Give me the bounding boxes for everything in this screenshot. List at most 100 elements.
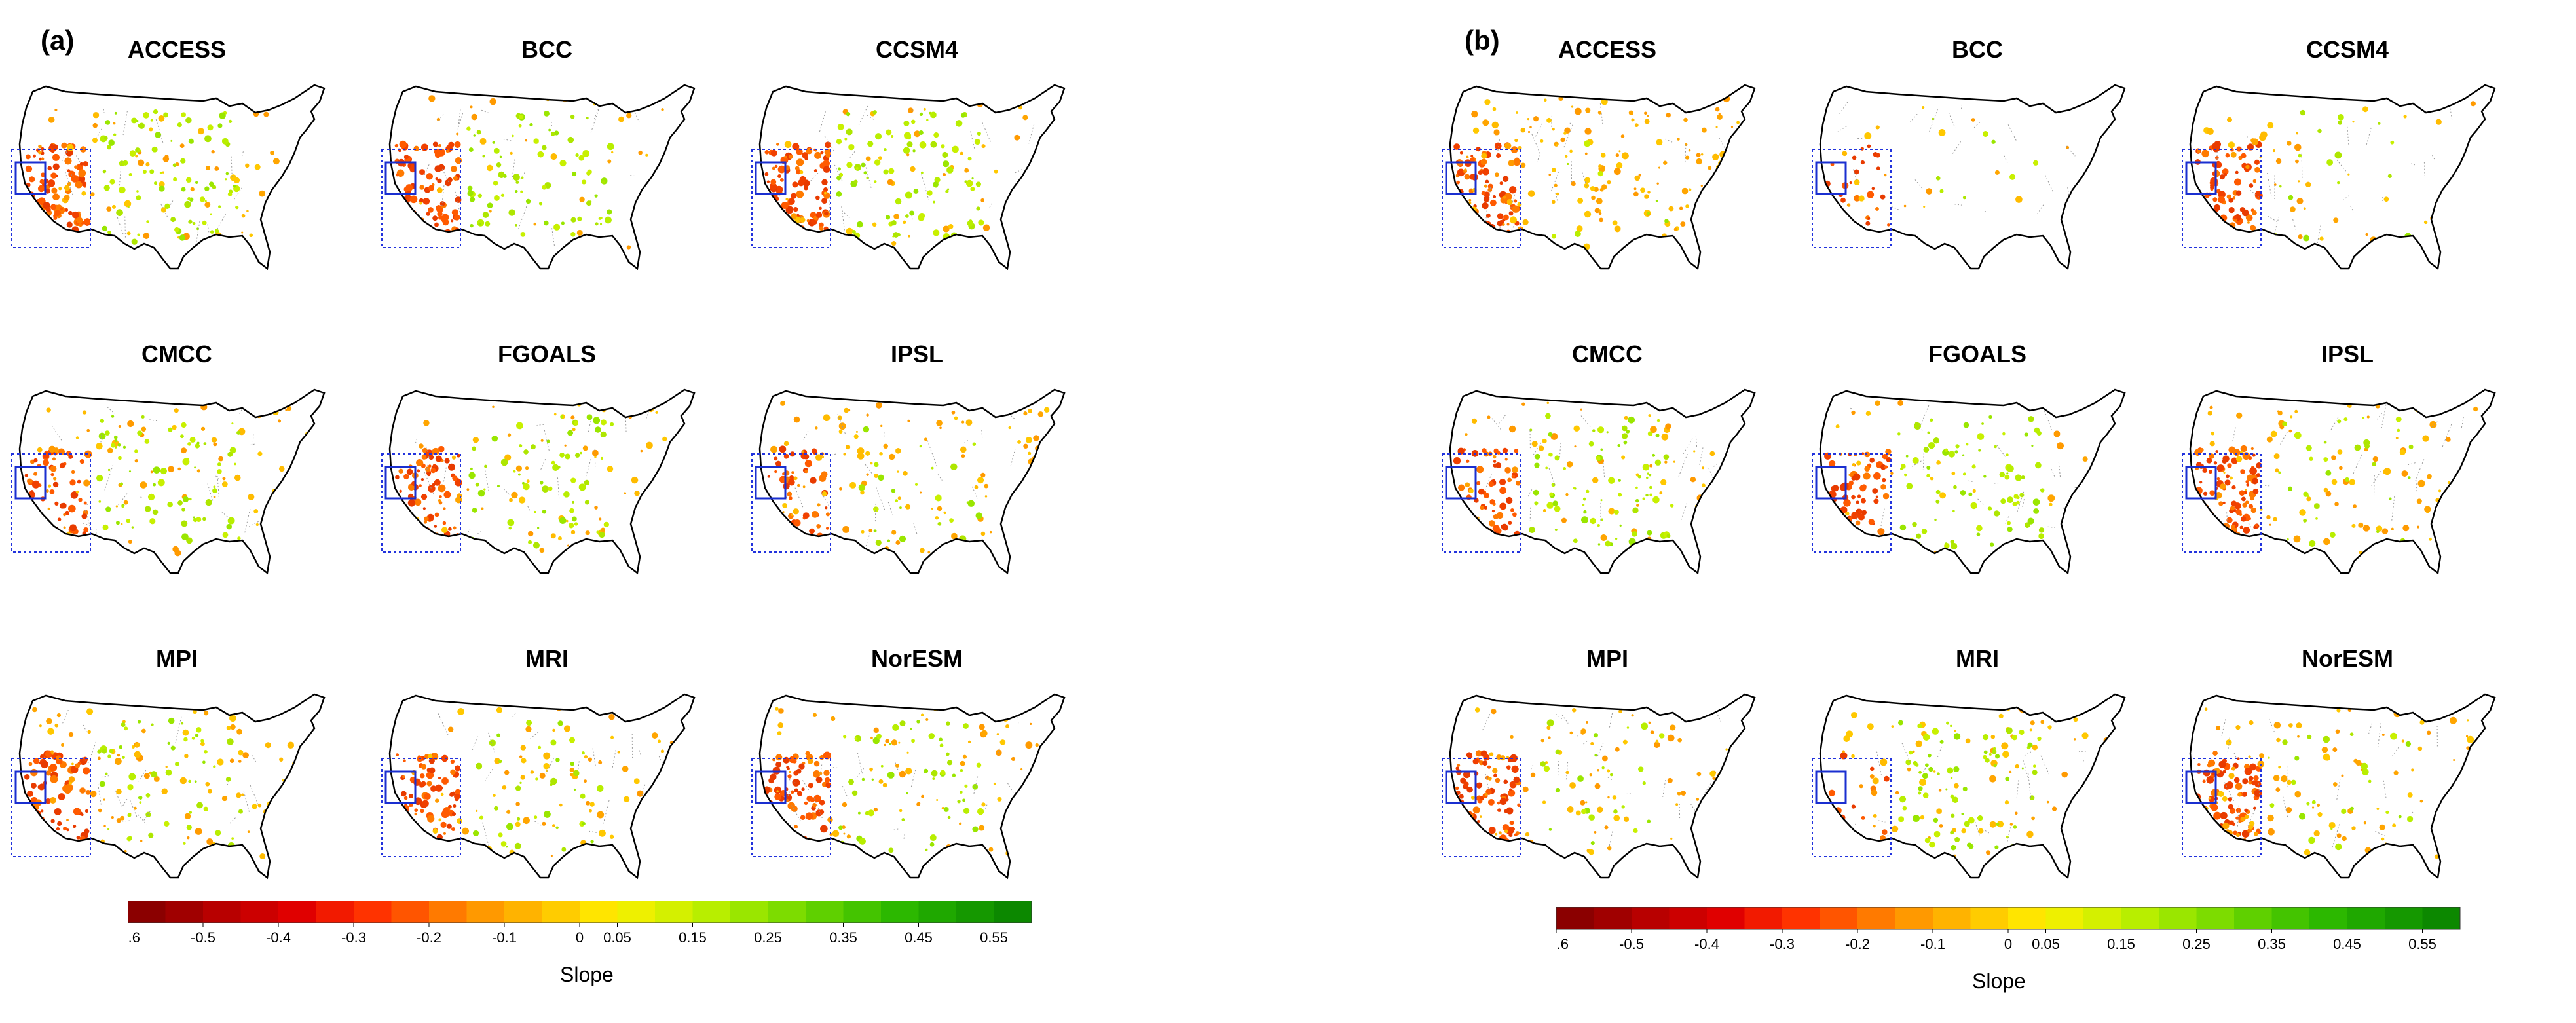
colorbar-swatch (1820, 907, 1858, 929)
slope-patch (776, 143, 779, 146)
slope-patch (976, 762, 982, 768)
state-border (83, 757, 90, 764)
state-border (842, 786, 849, 799)
slope-patch (197, 128, 204, 135)
slope-patch (107, 447, 113, 454)
slope-patch (1476, 481, 1481, 485)
slope-patch (961, 420, 965, 424)
slope-patch (426, 781, 432, 787)
slope-patch (2259, 134, 2266, 141)
slope-patch (1935, 499, 1940, 504)
slope-patch (83, 161, 88, 167)
slope-patch (1875, 207, 1879, 211)
slope-patch (1823, 509, 1831, 517)
slope-patch (812, 510, 819, 518)
state-border (221, 511, 231, 520)
slope-patch (1721, 198, 1727, 204)
slope-patch (794, 166, 800, 171)
slope-patch (939, 743, 944, 748)
slope-patch (1484, 792, 1488, 796)
slope-patch (129, 150, 136, 157)
slope-patch (192, 221, 196, 225)
slope-patch (138, 149, 141, 153)
state-border (149, 419, 158, 422)
slope-patch (593, 417, 601, 424)
slope-patch (134, 806, 137, 810)
slope-patch (1500, 192, 1505, 197)
slope-patch (1877, 528, 1885, 536)
slope-patch (1618, 709, 1622, 714)
slope-patch (153, 466, 160, 474)
slope-patch (1700, 185, 1703, 187)
slope-patch (484, 464, 487, 468)
slope-patch (920, 491, 922, 494)
slope-patch (980, 198, 985, 202)
slope-patch (2290, 415, 2293, 418)
slope-patch (236, 728, 242, 735)
slope-patch (1722, 206, 1727, 210)
slope-patch (532, 542, 540, 549)
slope-patch (823, 166, 831, 173)
slope-patch (2393, 770, 2399, 775)
slope-patch (608, 714, 615, 720)
slope-patch (2273, 517, 2277, 522)
state-border (2083, 760, 2084, 762)
us-outline (758, 84, 1066, 270)
slope-patch (1856, 500, 1859, 504)
state-border (2453, 829, 2457, 852)
slope-patch (1471, 418, 1478, 424)
slope-patch (1851, 804, 1856, 809)
slope-patch (781, 237, 786, 243)
slope-patch (1607, 846, 1612, 851)
slope-patch (1455, 526, 1459, 529)
slope-patch (846, 834, 851, 839)
slope-patch (45, 207, 51, 213)
slope-patch (225, 172, 229, 176)
slope-patch (2282, 421, 2287, 427)
slope-patch (2215, 534, 2223, 542)
slope-patch (1952, 796, 1958, 804)
slope-patch (152, 509, 159, 515)
slope-patch (921, 794, 925, 798)
slope-patch (507, 433, 512, 437)
slope-patch (241, 793, 244, 796)
slope-patch (764, 150, 770, 155)
map-fill-layer (1450, 85, 1755, 269)
slope-patch (534, 815, 538, 819)
slope-patch (582, 821, 586, 826)
slope-patch (74, 539, 77, 542)
state-border (984, 804, 988, 811)
slope-patch (2032, 498, 2040, 506)
slope-patch (45, 770, 52, 776)
slope-patch (1582, 504, 1585, 506)
state-border (1527, 489, 1533, 498)
map-title: NorESM (2301, 645, 2393, 672)
slope-patch (815, 234, 821, 240)
slope-patch (874, 474, 879, 478)
slope-patch (39, 754, 45, 759)
slope-patch (870, 736, 873, 739)
slope-patch (2297, 180, 2300, 183)
slope-patch (878, 474, 884, 481)
colorbar-swatch (2422, 907, 2461, 929)
state-border (2350, 206, 2355, 213)
slope-patch (1498, 831, 1502, 835)
slope-patch (1663, 160, 1668, 165)
us-map (381, 388, 696, 575)
slope-patch (1622, 425, 1628, 432)
slope-patch (1727, 206, 1732, 211)
state-border (278, 215, 281, 224)
slope-patch (139, 801, 142, 804)
slope-patch (837, 123, 844, 130)
slope-patch (1875, 125, 1880, 130)
slope-patch (2200, 524, 2205, 529)
slope-patch (76, 835, 81, 840)
slope-patch (1944, 543, 1950, 549)
slope-patch (2376, 808, 2380, 810)
slope-patch (410, 804, 413, 807)
slope-patch (1600, 534, 1607, 542)
slope-patch (570, 761, 575, 766)
slope-patch (963, 723, 969, 729)
colorbar-title: Slope (560, 963, 614, 986)
slope-patch (1471, 219, 1478, 227)
